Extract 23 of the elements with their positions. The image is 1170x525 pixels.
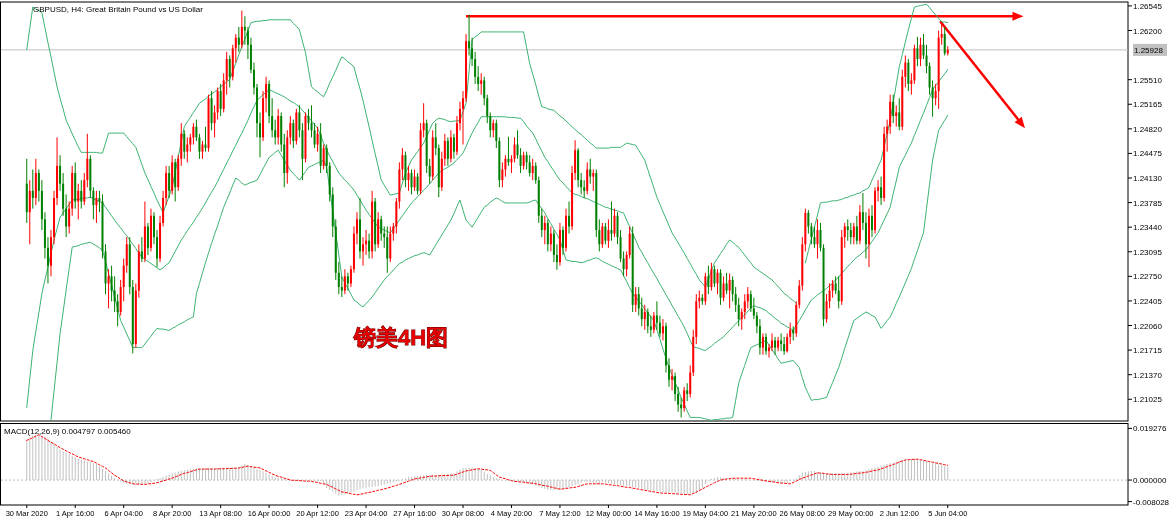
y-tick-label: 1.22750 (1133, 272, 1163, 282)
chart-title: GBPUSD, H4: Great Britain Pound vs US Dollar (33, 5, 204, 14)
y-tick-label: 1.23440 (1133, 223, 1163, 233)
y-tick-label: -0.008028 (1133, 497, 1170, 507)
y-tick-label: 1.24820 (1133, 124, 1163, 134)
annotation: 镑美4H图 (353, 324, 449, 350)
y-tick-label: 1.22405 (1133, 296, 1163, 306)
y-tick-label: 1.23785 (1133, 198, 1163, 208)
chart-title: MACD(12,26,9) 0.004797 0.005460 (4, 426, 132, 436)
y-tick-label: 1.23095 (1133, 247, 1163, 257)
y-tick-label: 1.25165 (1133, 100, 1163, 110)
y-tick-label: 1.24475 (1133, 149, 1163, 159)
y-tick-label: 1.25510 (1133, 75, 1163, 85)
y-tick-label: 0.000000 (1133, 476, 1167, 486)
ref-line-label: 1.25928 (1134, 45, 1164, 55)
y-tick-label: 1.21025 (1133, 395, 1163, 405)
y-tick-label: 1.26545 (1133, 1, 1163, 11)
y-tick-label: 1.22060 (1133, 321, 1163, 331)
y-tick-label: 1.21715 (1133, 346, 1163, 356)
y-tick-label: 1.26200 (1133, 26, 1163, 36)
y-tick-label: 1.21370 (1133, 370, 1163, 380)
y-tick-label: 1.24130 (1133, 174, 1163, 184)
y-tick-label: 0.019276 (1133, 424, 1167, 434)
